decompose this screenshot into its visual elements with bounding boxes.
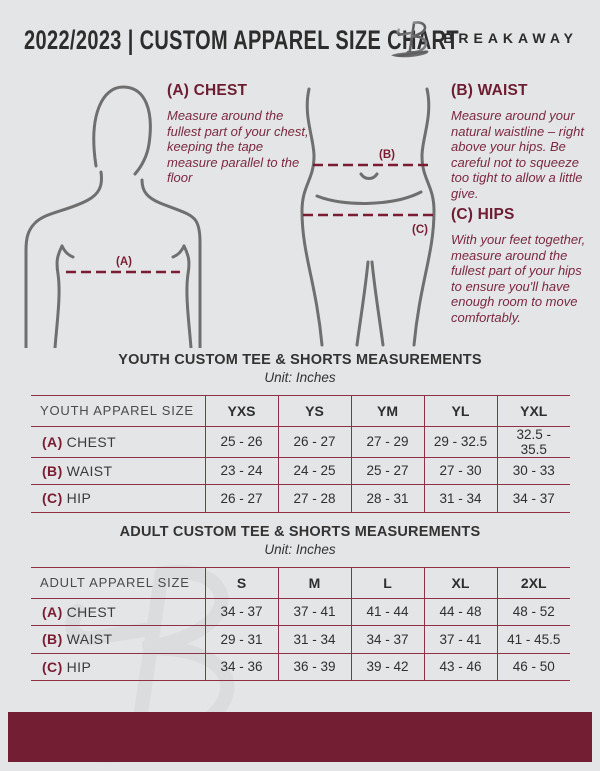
cell: 48 - 52: [496, 597, 570, 626]
measurement-guide: (A) (B) (C) (A) CHEST Measure around the…: [0, 0, 600, 352]
waist-guide-body: Measure around your natural waistline – …: [451, 108, 584, 201]
cell: 39 - 42: [350, 652, 424, 682]
adult-size-table: ADULT APPAREL SIZE S M L XL 2XL (A) CHEST…: [31, 566, 570, 682]
row-key: (B): [42, 462, 63, 479]
cell: 28 - 31: [350, 484, 424, 513]
waist-guide: (B) WAIST Measure around your natural wa…: [451, 82, 585, 202]
marker-c-label: (C): [412, 224, 428, 236]
cell: 44 - 48: [423, 597, 497, 626]
cell: 34 - 37: [350, 625, 424, 654]
column-header: L: [350, 566, 424, 599]
row-key: (C): [42, 658, 63, 675]
cell: 46 - 50: [496, 652, 570, 682]
column-header: YL: [423, 394, 497, 427]
column-header: ADULT APPAREL SIZE: [31, 566, 205, 599]
youth-table-unit: Unit: Inches: [264, 369, 336, 385]
column-header: YOUTH APPAREL SIZE: [31, 394, 205, 427]
hips-guide-body: With your feet together, measure around …: [451, 232, 586, 325]
cell: 34 - 37: [204, 597, 278, 626]
row-name: WAIST: [66, 631, 113, 648]
cell: 29 - 32.5: [423, 425, 497, 458]
youth-measurements-section: YOUTH CUSTOM TEE & SHORTS MEASUREMENTS U…: [0, 352, 600, 513]
youth-table-title: YOUTH CUSTOM TEE & SHORTS MEASUREMENTS: [118, 352, 482, 368]
cell: 37 - 41: [423, 625, 497, 654]
cell: 26 - 27: [204, 484, 278, 513]
cell: 27 - 28: [277, 484, 351, 513]
column-header: YXL: [496, 394, 570, 427]
table-row: (B) WAIST 29 - 31 31 - 34 34 - 37 37 - 41…: [31, 625, 570, 654]
cell: 29 - 31: [204, 625, 278, 654]
row-key: (A): [42, 433, 63, 450]
waist-guide-heading: (B) WAIST: [451, 82, 528, 99]
row-key: (C): [42, 490, 63, 507]
row-key: (A): [42, 603, 63, 620]
table-header-row: YOUTH APPAREL SIZE YXS YS YM YL YXL: [31, 394, 570, 427]
cell: 30 - 33: [496, 456, 570, 485]
cell: 41 - 44: [350, 597, 424, 626]
hips-guide: (C) HIPS With your feet together, measur…: [451, 206, 593, 326]
adult-measurements-section: ADULT CUSTOM TEE & SHORTS MEASUREMENTS U…: [0, 524, 600, 682]
row-key: (B): [42, 631, 63, 648]
row-name: WAIST: [66, 462, 113, 479]
cell: 23 - 24: [204, 456, 278, 485]
cell: 32.5 - 35.5: [496, 425, 570, 458]
cell: 37 - 41: [277, 597, 351, 626]
cell: 31 - 34: [277, 625, 351, 654]
chest-guide-heading: (A) CHEST: [167, 82, 248, 99]
lower-body-figure: (B) (C): [300, 87, 438, 347]
column-header: S: [204, 566, 278, 599]
breakaway-b-logo-icon: [391, 21, 429, 58]
chest-guide: (A) CHEST Measure around the fullest par…: [167, 82, 317, 186]
table-row: (A) CHEST 25 - 26 26 - 27 27 - 29 29 - 32…: [31, 425, 570, 458]
table-row: (B) WAIST 23 - 24 24 - 25 25 - 27 27 - 30…: [31, 456, 570, 485]
header: 2022/2023 | CUSTOM APPAREL SIZE CHART BR…: [0, 14, 600, 64]
cell: 34 - 37: [496, 484, 570, 513]
marker-a-label: (A): [116, 256, 132, 268]
cell: 41 - 45.5: [496, 625, 570, 654]
brand-lockup: BREAKAWAY: [388, 16, 578, 60]
table-row: (C) HIP 34 - 36 36 - 39 39 - 42 43 - 46 4…: [31, 652, 570, 682]
page-title: 2022/2023 | CUSTOM APPAREL SIZE CHART: [24, 25, 459, 55]
cell: 36 - 39: [277, 652, 351, 682]
adult-table-title: ADULT CUSTOM TEE & SHORTS MEASUREMENTS: [119, 524, 481, 540]
column-header: XL: [423, 566, 497, 599]
cell: 31 - 34: [423, 484, 497, 513]
cell: 25 - 27: [350, 456, 424, 485]
upper-body-figure: (A): [24, 85, 202, 348]
cell: 26 - 27: [277, 425, 351, 458]
table-row: (C) HIP 26 - 27 27 - 28 28 - 31 31 - 34 3…: [31, 484, 570, 513]
adult-table-unit: Unit: Inches: [264, 541, 336, 557]
column-header: YM: [350, 394, 424, 427]
row-name: HIP: [66, 658, 92, 675]
row-name: CHEST: [66, 433, 117, 450]
cell: 34 - 36: [204, 652, 278, 682]
cell: 43 - 46: [423, 652, 497, 682]
table-header-row: ADULT APPAREL SIZE S M L XL 2XL: [31, 566, 570, 599]
column-header: YS: [277, 394, 351, 427]
row-name: CHEST: [66, 603, 117, 620]
hips-guide-heading: (C) HIPS: [451, 206, 515, 223]
row-name: HIP: [66, 490, 92, 507]
cell: 24 - 25: [277, 456, 351, 485]
chest-guide-body: Measure around the fullest part of your …: [167, 108, 309, 186]
youth-size-table: YOUTH APPAREL SIZE YXS YS YM YL YXL (A) C…: [31, 394, 570, 513]
table-row: (A) CHEST 34 - 37 37 - 41 41 - 44 44 - 48…: [31, 597, 570, 626]
brand-name: BREAKAWAY: [443, 30, 578, 46]
cell: 27 - 29: [350, 425, 424, 458]
column-header: 2XL: [496, 566, 570, 599]
cell: 27 - 30: [423, 456, 497, 485]
column-header: YXS: [204, 394, 278, 427]
footer-accent-bar: [8, 712, 592, 762]
cell: 25 - 26: [204, 425, 278, 458]
marker-b-label: (B): [379, 149, 395, 161]
column-header: M: [277, 566, 351, 599]
